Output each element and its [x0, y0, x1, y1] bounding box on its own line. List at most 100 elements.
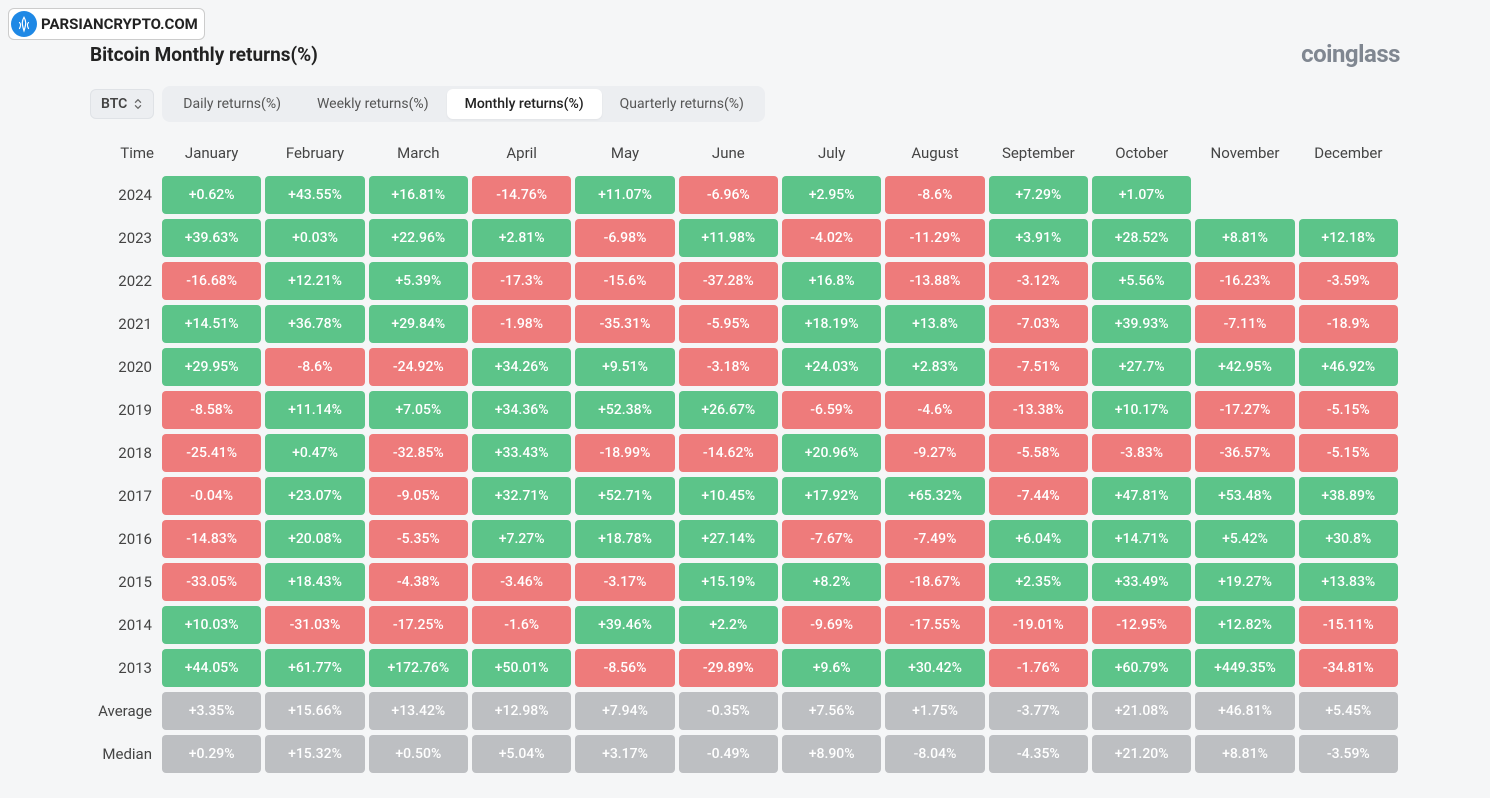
column-header-february: February [263, 134, 366, 176]
table-cell: -18.9% [1299, 305, 1398, 343]
table-cell: -11.29% [885, 219, 984, 257]
table-cell: +61.77% [265, 649, 364, 687]
table-cell: +13.8% [885, 305, 984, 343]
row-label: 2020 [90, 348, 160, 386]
table-cell: +5.39% [369, 262, 468, 300]
table-cell: -4.35% [989, 735, 1088, 773]
table-cell: +11.14% [265, 391, 364, 429]
table-cell: +52.71% [575, 477, 674, 515]
table-cell: -9.69% [782, 606, 881, 644]
returns-table: TimeJanuaryFebruaryMarchAprilMayJuneJuly… [90, 134, 1400, 778]
table-cell: -3.77% [989, 692, 1088, 730]
table-cell: +13.42% [369, 692, 468, 730]
table-cell: -8.04% [885, 735, 984, 773]
table-cell: -5.15% [1299, 391, 1398, 429]
table-cell: +7.05% [369, 391, 468, 429]
table-cell: +60.79% [1092, 649, 1191, 687]
table-cell: -14.76% [472, 176, 571, 214]
table-cell: -16.68% [162, 262, 261, 300]
table-cell: -31.03% [265, 606, 364, 644]
chevron-updown-icon [133, 98, 143, 110]
table-cell: +34.36% [472, 391, 571, 429]
table-cell: -34.81% [1299, 649, 1398, 687]
table-cell: -1.6% [472, 606, 571, 644]
table-cell: -33.05% [162, 563, 261, 601]
table-cell: +16.8% [782, 262, 881, 300]
table-cell: -1.98% [472, 305, 571, 343]
table-cell: +3.91% [989, 219, 1088, 257]
tab-daily-returns-[interactable]: Daily returns(%) [165, 89, 299, 119]
column-header-november: November [1193, 134, 1296, 176]
row-label: 2016 [90, 520, 160, 558]
table-cell: -7.11% [1195, 305, 1294, 343]
table-cell: +39.63% [162, 219, 261, 257]
table-cell: +9.6% [782, 649, 881, 687]
table-cell: -25.41% [162, 434, 261, 472]
table-cell: +46.81% [1195, 692, 1294, 730]
table-cell: -9.05% [369, 477, 468, 515]
table-cell: -35.31% [575, 305, 674, 343]
column-header-october: October [1090, 134, 1193, 176]
table-cell: -17.25% [369, 606, 468, 644]
table-cell: +18.19% [782, 305, 881, 343]
table-cell: -8.56% [575, 649, 674, 687]
table-cell: +12.21% [265, 262, 364, 300]
table-cell: -16.23% [1195, 262, 1294, 300]
table-cell: -6.98% [575, 219, 674, 257]
table-cell: +8.81% [1195, 735, 1294, 773]
table-cell: -3.59% [1299, 735, 1398, 773]
table-cell: +20.08% [265, 520, 364, 558]
table-cell: +8.2% [782, 563, 881, 601]
table-cell: +29.84% [369, 305, 468, 343]
table-cell: +5.42% [1195, 520, 1294, 558]
table-cell: -3.46% [472, 563, 571, 601]
table-cell: -0.04% [162, 477, 261, 515]
table-cell: +17.92% [782, 477, 881, 515]
table-cell: +21.08% [1092, 692, 1191, 730]
coin-select[interactable]: BTC [90, 89, 154, 119]
watermark-icon [11, 11, 37, 37]
watermark-text: PARSIANCRYPTO.COM [41, 15, 198, 33]
tab-quarterly-returns-[interactable]: Quarterly returns(%) [602, 89, 762, 119]
table-cell: -15.11% [1299, 606, 1398, 644]
tab-monthly-returns-[interactable]: Monthly returns(%) [447, 89, 602, 119]
table-cell: +9.51% [575, 348, 674, 386]
table-cell: +10.17% [1092, 391, 1191, 429]
table-cell: +1.07% [1092, 176, 1191, 214]
table-cell: +22.96% [369, 219, 468, 257]
column-header-september: September [987, 134, 1090, 176]
table-cell: -7.03% [989, 305, 1088, 343]
table-cell: +8.90% [782, 735, 881, 773]
main-container: Bitcoin Monthly returns(%) coinglass BTC… [0, 0, 1490, 798]
table-cell: +53.48% [1195, 477, 1294, 515]
table-cell: -7.67% [782, 520, 881, 558]
table-cell: +26.67% [679, 391, 778, 429]
table-cell: -8.58% [162, 391, 261, 429]
table-cell: -37.28% [679, 262, 778, 300]
column-header-march: March [367, 134, 470, 176]
table-cell: -7.49% [885, 520, 984, 558]
table-cell: +44.05% [162, 649, 261, 687]
table-cell: -13.88% [885, 262, 984, 300]
table-cell: -7.44% [989, 477, 1088, 515]
column-header-may: May [573, 134, 676, 176]
table-cell: +32.71% [472, 477, 571, 515]
table-cell [1195, 176, 1294, 214]
table-cell: -3.83% [1092, 434, 1191, 472]
table-cell: -19.01% [989, 606, 1088, 644]
table-cell: -9.27% [885, 434, 984, 472]
tab-weekly-returns-[interactable]: Weekly returns(%) [299, 89, 447, 119]
table-cell: +27.14% [679, 520, 778, 558]
table-cell: +8.81% [1195, 219, 1294, 257]
table-cell: +10.03% [162, 606, 261, 644]
table-cell: -5.95% [679, 305, 778, 343]
table-cell: -5.35% [369, 520, 468, 558]
table-cell: +34.26% [472, 348, 571, 386]
column-header-june: June [677, 134, 780, 176]
table-cell: +52.38% [575, 391, 674, 429]
table-cell: +5.45% [1299, 692, 1398, 730]
table-cell: +39.46% [575, 606, 674, 644]
row-label: 2021 [90, 305, 160, 343]
table-cell: +12.82% [1195, 606, 1294, 644]
table-cell: +2.83% [885, 348, 984, 386]
